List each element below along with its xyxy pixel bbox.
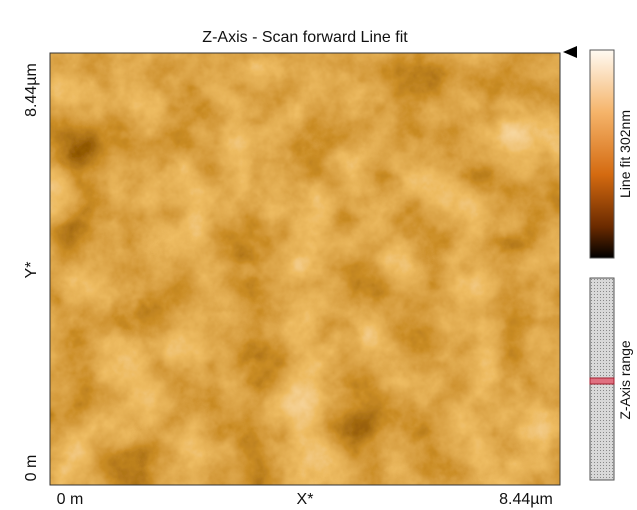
y-top-label: 8.44µm [23,63,40,117]
afm-image [50,53,560,485]
marker [563,46,577,58]
y-axis-label: Y* [23,262,40,279]
range-slider[interactable] [589,377,615,385]
color-bar [589,49,615,259]
x-right-label: 8.44µm [499,491,553,508]
x-axis-label: X* [297,491,314,508]
x-left-label: 0 m [57,491,84,508]
range-label: Z-Axis range [617,340,633,420]
y-bottom-label: 0 m [23,455,40,482]
image-frame [49,52,561,486]
title: Z-Axis - Scan forward Line fit [202,29,408,46]
color-bar-label: Line fit 302nm [617,110,633,198]
